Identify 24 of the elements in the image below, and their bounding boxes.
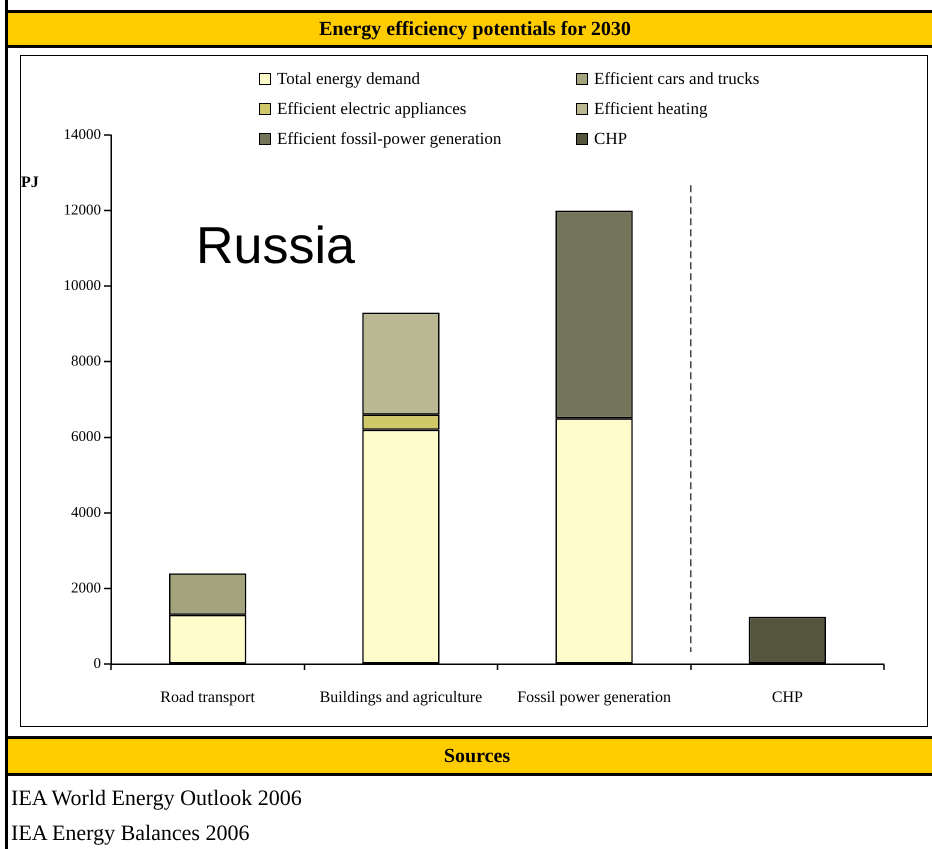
y-tick-label: 2000	[71, 580, 101, 596]
x-tick-label: Road transport	[160, 688, 256, 706]
legend-label: Total energy demand	[277, 68, 420, 88]
x-tick-label: CHP	[772, 688, 804, 706]
legend-label: CHP	[594, 128, 628, 148]
annotation: Russia	[196, 216, 355, 276]
x-tick-label: Buildings and agriculture	[320, 688, 482, 706]
text: IEA World Energy Outlook 2006	[11, 784, 302, 812]
chart-title: Energy efficiency potentials for 2030	[319, 18, 631, 40]
y-tick-label: 0	[94, 656, 101, 672]
text: IEA Energy Balances 2006	[11, 819, 250, 847]
legend-label: Efficient fossil-power generation	[277, 128, 502, 148]
legend-label: Efficient heating	[594, 98, 708, 118]
x-tick-label: Fossil power generation	[517, 688, 671, 706]
legend-label: Efficient cars and trucks	[594, 68, 760, 88]
y-tick-label: 6000	[71, 429, 101, 446]
y-tick-label: 8000	[71, 354, 101, 370]
y-tick-label: 12000	[64, 202, 101, 219]
y-tick-label: 10000	[64, 278, 101, 294]
y-tick-label: 14000	[64, 126, 101, 143]
y-axis-title: PJ	[21, 174, 39, 192]
legend-label: Efficient electric appliances	[277, 98, 466, 118]
y-tick-label: 4000	[71, 504, 101, 521]
text: Sources	[444, 744, 510, 768]
